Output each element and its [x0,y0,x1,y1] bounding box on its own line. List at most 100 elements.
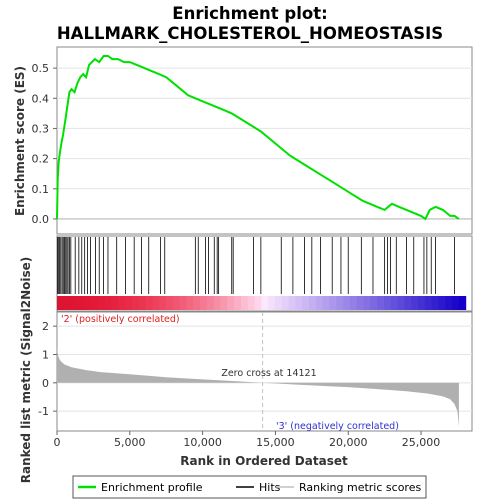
rank-heat-bar [57,296,467,310]
heat-bar-segment [404,296,412,310]
heat-bar-segment [411,296,419,310]
x-tick-label: 20,000 [329,436,368,449]
heat-bar-segment [193,296,201,310]
heat-bar-segment [424,296,433,310]
heat-bar-segment [431,296,439,310]
legend-label: Enrichment profile [101,481,203,494]
heat-bar-segment [247,296,256,310]
heat-bar-segment [227,296,235,310]
heat-bar-segment [377,296,385,310]
heat-bar-segment [138,296,147,310]
x-tick-label: 10,000 [183,436,222,449]
heat-bar-segment [111,296,119,310]
heat-bar-segment [302,296,310,310]
heat-bar-segment [97,296,106,310]
heat-bar-segment [240,296,249,310]
legend-item-ranking-metric: Ranking metric scores [276,481,421,494]
metric-y-tick-label: 2 [42,320,49,333]
heat-bar-segment [343,296,351,310]
legend-item-hits: Hits [236,481,281,494]
metric-y-tick-label: -1 [38,405,49,418]
x-tick-label: 0 [54,436,61,449]
heat-bar-segment [363,296,371,310]
heat-bar-segment [458,296,467,310]
es-line [56,55,460,221]
es-y-ticks: 0.0 0.1 0.2 0.3 0.4 0.5 [32,62,57,226]
heat-bar-segment [63,296,72,310]
heat-bar-segment [322,296,330,310]
heat-bar-segment [281,296,290,310]
metric-y-ticks: -1 0 1 2 [38,320,57,418]
heat-bar-segment [336,296,344,310]
heat-bar-segment [213,296,221,310]
legend-label: Hits [259,481,281,494]
heat-bar-segment [329,296,337,310]
metric-y-tick-label: 0 [42,377,49,390]
heat-bar-segment [383,296,392,310]
positive-correlation-label: '2' (positively correlated) [61,314,180,325]
heat-bar-segment [268,296,276,310]
chart-title-line1: Enrichment plot: [172,4,327,23]
x-tick-label: 25,000 [402,436,441,449]
heat-bar-segment [356,296,365,310]
es-tick-label: 0.0 [32,213,50,226]
metric-y-axis-label: Ranked list metric (Signal2Noise) [19,257,33,484]
heat-bar-segment [445,296,453,310]
heat-bar-segment [254,296,262,310]
heat-bar-segment [118,296,126,310]
es-tick-label: 0.5 [32,62,50,75]
x-tick-label: 15,000 [256,436,295,449]
heat-bar-segment [397,296,405,310]
heat-bar-segment [77,296,85,310]
heat-bar-segment [274,296,283,310]
heat-bar-segment [57,296,65,310]
heat-bar-segment [172,296,181,310]
heat-bar-segment [159,296,167,310]
heat-bar-segment [234,296,242,310]
heat-bar-segment [438,296,446,310]
heat-bar-segment [152,296,160,310]
legend-item-enrichment-profile: Enrichment profile [78,481,203,494]
heat-bar-segment [206,296,215,310]
heat-bar-segment [261,296,269,310]
metric-gridlines [57,325,472,412]
es-tick-label: 0.4 [32,92,50,105]
heat-bar-segment [349,296,358,310]
heat-bar-segment [145,296,153,310]
hit-markers [57,237,455,294]
heat-bar-segment [91,296,99,310]
negative-correlation-label: '3' (negatively correlated) [276,421,399,432]
heat-bar-segment [70,296,78,310]
chart-title-line2: HALLMARK_CHOLESTEROL_HOMEOSTASIS [57,24,443,43]
heat-bar-segment [179,296,187,310]
es-y-axis-label: Enrichment score (ES) [13,66,27,216]
zero-cross-label: Zero cross at 14121 [221,368,316,379]
heat-bar-segment [131,296,140,310]
heat-bar-segment [186,296,194,310]
heat-bar-segment [220,296,228,310]
metric-area [57,347,459,427]
metric-y-tick-label: 1 [42,349,49,362]
heat-bar-segment [295,296,303,310]
heat-bar-segment [200,296,208,310]
heat-bar-segment [288,296,296,310]
es-tick-label: 0.2 [32,153,50,166]
x-axis-label: Rank in Ordered Dataset [180,454,348,468]
heat-bar-segment [452,296,460,310]
es-tick-label: 0.3 [32,122,50,135]
heat-bar-segment [315,296,324,310]
heat-bar-segment [309,296,317,310]
x-tick-label: 5,000 [114,436,146,449]
heat-bar-segment [125,296,133,310]
metric-x-ticks: 0 5,000 10,000 15,000 20,000 25,000 [54,431,441,449]
heat-bar-segment [165,296,174,310]
heat-bar-segment [418,296,426,310]
es-tick-label: 0.1 [32,183,50,196]
legend-label: Ranking metric scores [299,481,421,494]
es-panel-frame [56,46,473,235]
heat-bar-segment [104,296,112,310]
heat-bar-segment [370,296,378,310]
heat-bar-segment [390,296,399,310]
heat-bar-segment [84,296,92,310]
